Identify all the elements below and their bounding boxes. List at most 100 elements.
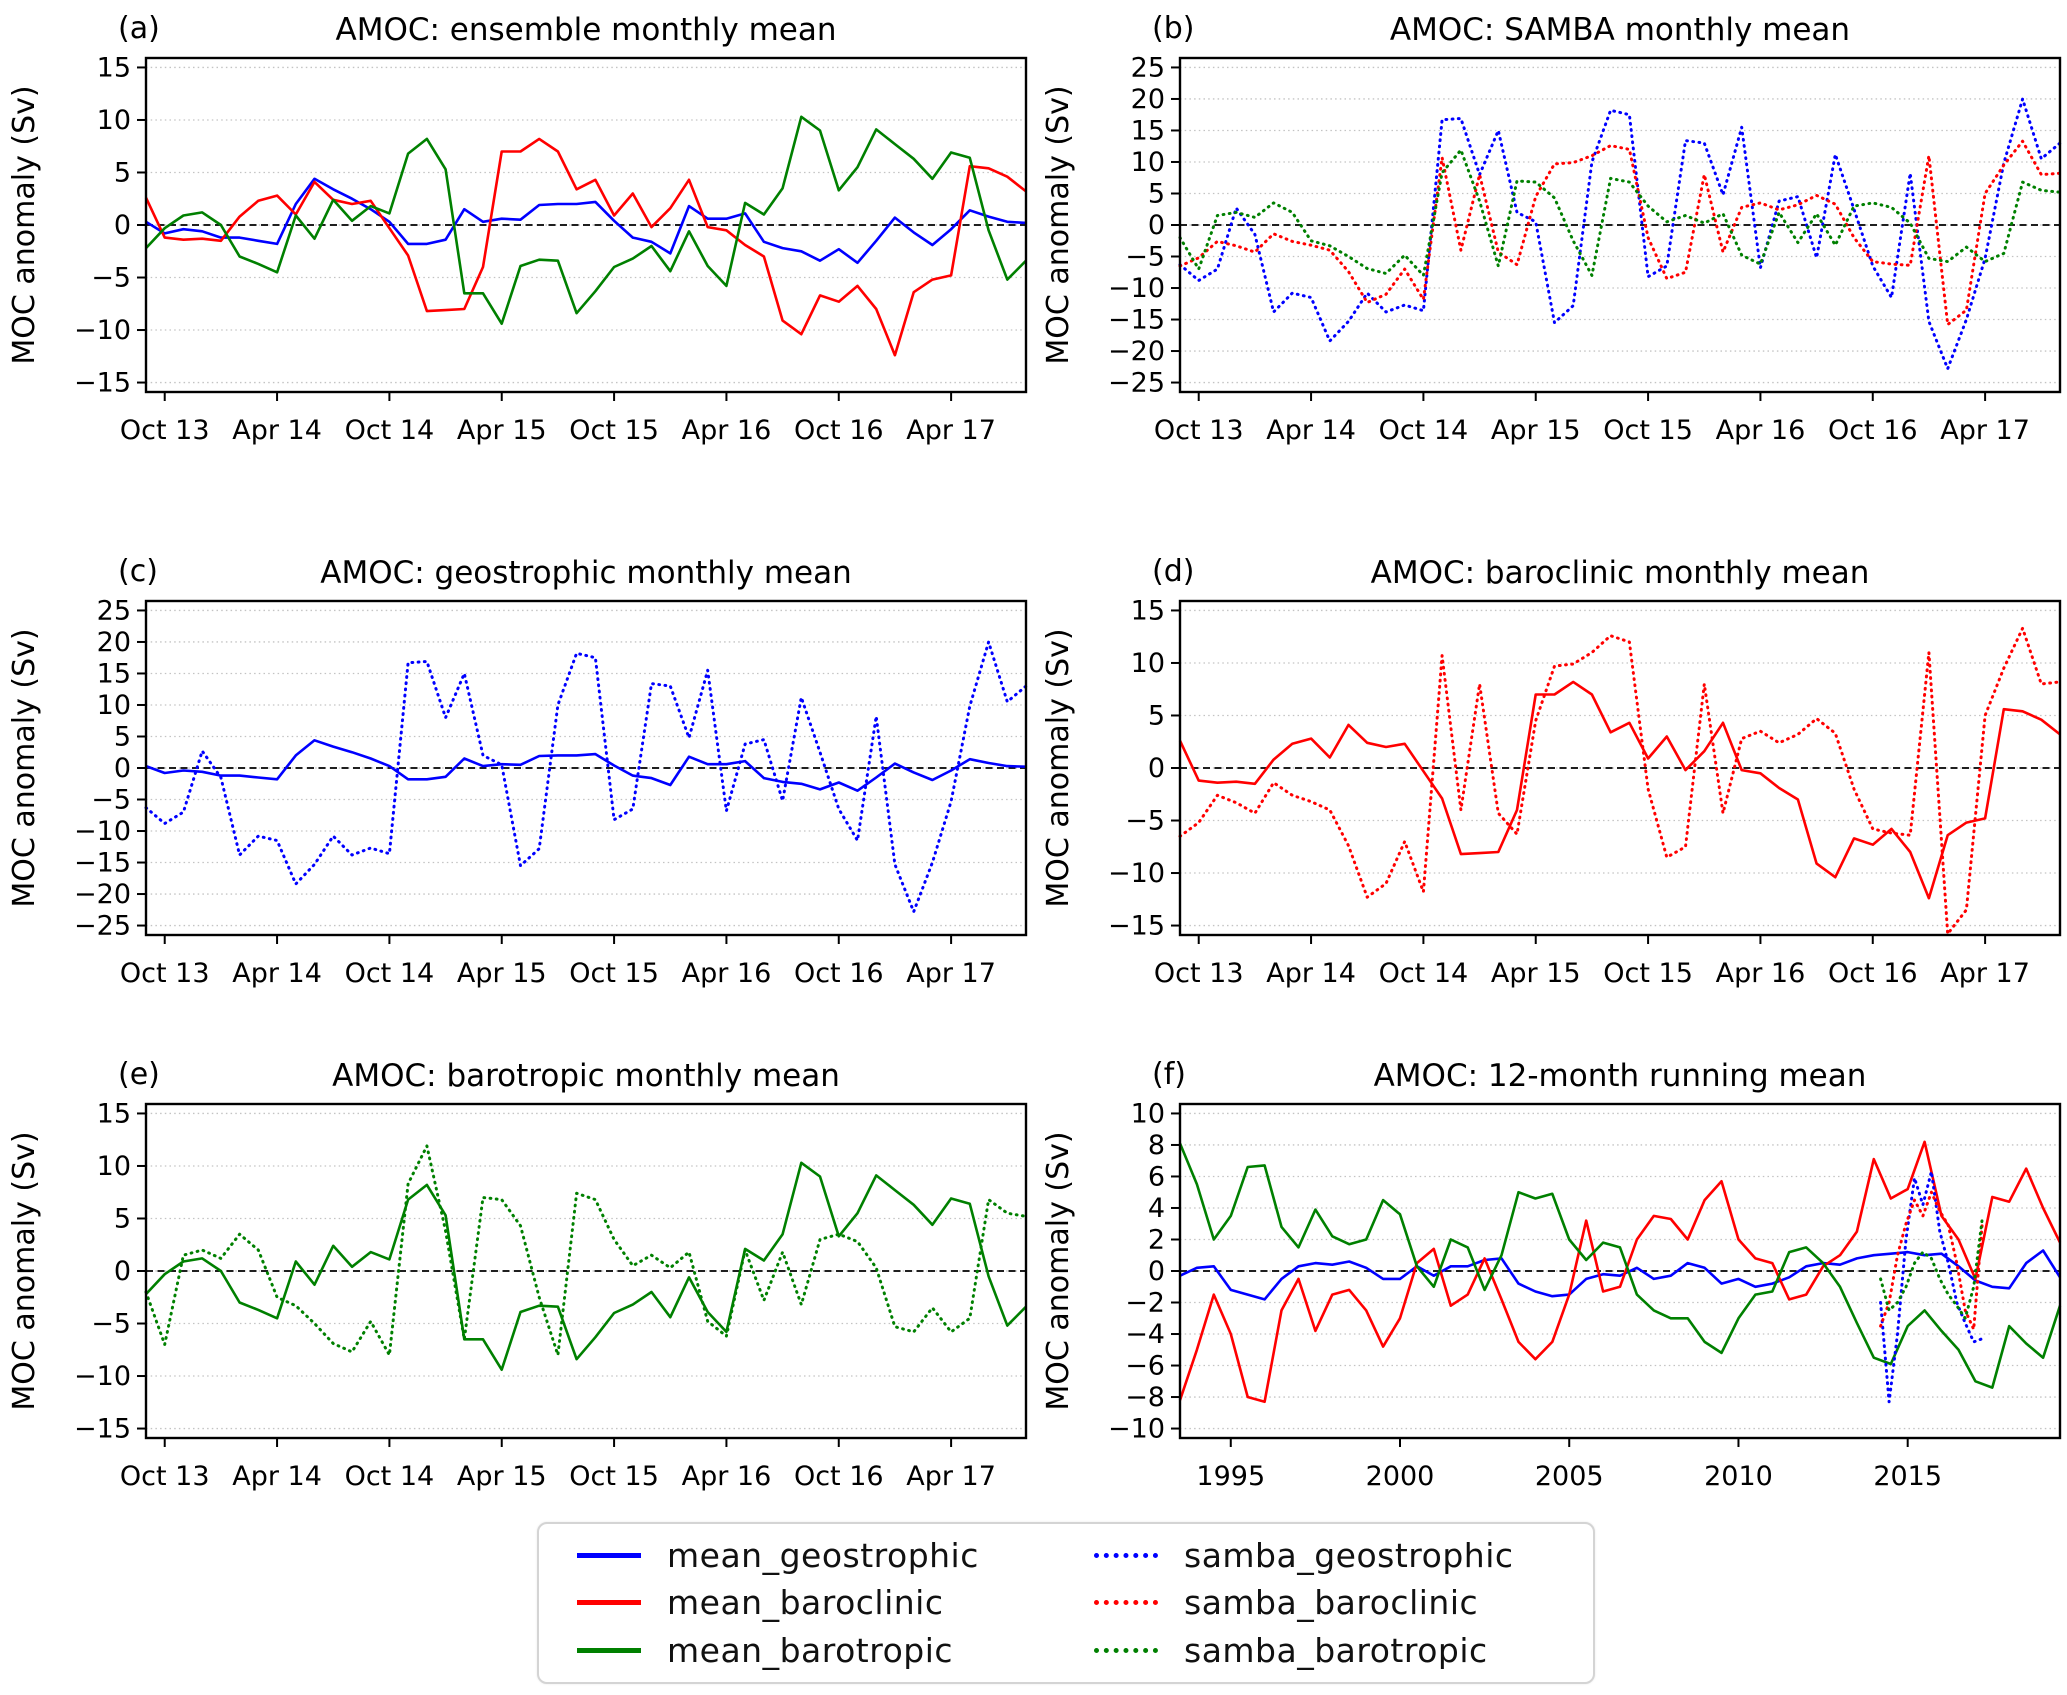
- svg-text:−15: −15: [1108, 911, 1165, 942]
- svg-text:Apr 17: Apr 17: [906, 415, 996, 446]
- svg-text:2005: 2005: [1535, 1461, 1604, 1492]
- svg-text:−10: −10: [1108, 273, 1165, 304]
- svg-text:−5: −5: [91, 1309, 131, 1340]
- svg-text:Oct 13: Oct 13: [120, 1461, 210, 1492]
- dotted-line-sample-icon: [1094, 1553, 1158, 1559]
- legend-label: mean_barotropic: [667, 1630, 954, 1670]
- svg-text:Apr 16: Apr 16: [682, 958, 772, 989]
- svg-text:Apr 17: Apr 17: [1940, 958, 2030, 989]
- svg-text:5: 5: [1148, 700, 1165, 731]
- svg-text:Oct 15: Oct 15: [569, 1461, 659, 1492]
- svg-text:−10: −10: [1108, 1414, 1165, 1445]
- svg-text:Apr 17: Apr 17: [1940, 415, 2030, 446]
- svg-text:−20: −20: [74, 879, 131, 910]
- samba_geostrophic-line: [144, 640, 1028, 914]
- svg-text:Oct 16: Oct 16: [794, 415, 884, 446]
- chart-a-svg: −15 −10 −5 0 5 10 15 Oct 13 Apr 14 Oct 14 Apr 15 Oc…: [7, 11, 1028, 446]
- svg-text:−5: −5: [91, 263, 131, 294]
- svg-text:Apr 14: Apr 14: [1266, 415, 1356, 446]
- legend-item-mean-geostrophic: mean_geostrophic: [549, 1532, 1066, 1579]
- svg-text:20: 20: [1131, 84, 1165, 115]
- svg-text:Oct 14: Oct 14: [345, 415, 435, 446]
- svg-text:Oct 15: Oct 15: [1603, 415, 1693, 446]
- svg-text:4: 4: [1148, 1193, 1165, 1224]
- svg-text:Oct 16: Oct 16: [1828, 415, 1918, 446]
- svg-text:−25: −25: [1108, 368, 1165, 399]
- samba_geostrophic-line: [1879, 1170, 1984, 1404]
- panel-a-ensemble-monthly-mean-chart: −15 −10 −5 0 5 10 15 Oct 13 Apr 14 Oct 14 Apr 15 Oc…: [0, 2, 1033, 472]
- svg-text:Apr 15: Apr 15: [457, 415, 547, 446]
- svg-text:1995: 1995: [1196, 1461, 1265, 1492]
- mean_geostrophic-line: [145, 177, 1027, 265]
- y-axis-label: MOC anomaly (Sv): [1041, 1131, 1076, 1410]
- svg-text:−10: −10: [74, 315, 131, 346]
- svg-text:−10: −10: [74, 1361, 131, 1392]
- svg-text:−15: −15: [74, 368, 131, 399]
- svg-text:Apr 15: Apr 15: [1491, 958, 1581, 989]
- svg-text:15: 15: [97, 658, 131, 689]
- svg-text:5: 5: [1148, 178, 1165, 209]
- dotted-line-sample-icon: [1094, 1647, 1158, 1653]
- svg-text:−8: −8: [1125, 1382, 1165, 1413]
- panel-letter: (c): [118, 554, 158, 589]
- svg-text:15: 15: [1131, 595, 1165, 626]
- samba_baroclinic-line: [1879, 1190, 1984, 1331]
- svg-text:2010: 2010: [1704, 1461, 1773, 1492]
- legend-item-samba-geostrophic: samba_geostrophic: [1066, 1532, 1583, 1579]
- svg-text:Apr 15: Apr 15: [457, 958, 547, 989]
- svg-text:Apr 14: Apr 14: [232, 958, 322, 989]
- mean_baroclinic-line: [1178, 680, 2061, 900]
- svg-text:10: 10: [97, 690, 131, 721]
- legend-item-samba-baroclinic: samba_baroclinic: [1066, 1579, 1583, 1626]
- svg-text:10: 10: [1131, 648, 1165, 679]
- svg-text:Oct 14: Oct 14: [345, 958, 435, 989]
- svg-text:Apr 16: Apr 16: [1716, 415, 1806, 446]
- svg-text:−5: −5: [91, 785, 131, 816]
- y-axis-label: MOC anomaly (Sv): [7, 85, 42, 364]
- svg-text:5: 5: [114, 1203, 131, 1234]
- y-axis-label: MOC anomaly (Sv): [1041, 628, 1076, 907]
- samba_barotropic-line: [1879, 1217, 1984, 1320]
- legend-label: samba_barotropic: [1184, 1630, 1488, 1670]
- panel-b-samba-monthly-mean-chart: −25 −20 −15 −10 −5 0 5 10 15 20 25 Oct 13 Apr 14 Oct …: [1034, 2, 2067, 472]
- solid-line-sample-icon: [577, 1647, 641, 1653]
- svg-text:Apr 15: Apr 15: [1491, 415, 1581, 446]
- panel-letter: (d): [1152, 554, 1194, 589]
- svg-text:Apr 14: Apr 14: [232, 415, 322, 446]
- svg-text:25: 25: [1131, 52, 1165, 83]
- svg-text:10: 10: [97, 105, 131, 136]
- solid-line-sample-icon: [577, 1553, 641, 1559]
- svg-text:−5: −5: [1125, 806, 1165, 837]
- samba_geostrophic-line: [1178, 97, 2062, 371]
- svg-text:−10: −10: [74, 816, 131, 847]
- svg-text:Apr 14: Apr 14: [232, 1461, 322, 1492]
- panel-title: AMOC: ensemble monthly mean: [336, 12, 837, 48]
- svg-text:8: 8: [1148, 1130, 1165, 1161]
- legend-item-mean-baroclinic: mean_baroclinic: [549, 1579, 1066, 1626]
- samba_baroclinic-line: [1178, 139, 2062, 327]
- svg-text:Apr 14: Apr 14: [1266, 958, 1356, 989]
- svg-text:2015: 2015: [1873, 1461, 1942, 1492]
- y-axis-label: MOC anomaly (Sv): [7, 1131, 42, 1410]
- mean_geostrophic-line: [1179, 1249, 2062, 1301]
- svg-text:Oct 14: Oct 14: [1379, 958, 1469, 989]
- svg-text:20: 20: [97, 627, 131, 658]
- svg-text:Oct 16: Oct 16: [1828, 958, 1918, 989]
- svg-text:−15: −15: [74, 1414, 131, 1445]
- svg-text:Apr 17: Apr 17: [906, 958, 996, 989]
- svg-text:−25: −25: [74, 911, 131, 942]
- svg-text:Oct 16: Oct 16: [794, 1461, 884, 1492]
- svg-text:15: 15: [97, 52, 131, 83]
- svg-text:Oct 13: Oct 13: [120, 415, 210, 446]
- chart-e-svg: −15 −10 −5 0 5 10 15 Oct 13 Apr 14 Oct 14 Apr 15 Oc…: [7, 1057, 1028, 1492]
- panel-c-geostrophic-monthly-mean-chart: −25 −20 −15 −10 −5 0 5 10 15 20 25 Oct 13 Apr 14 Oct …: [0, 545, 1033, 1015]
- svg-text:−20: −20: [1108, 336, 1165, 367]
- svg-text:−4: −4: [1125, 1319, 1165, 1350]
- panel-letter: (e): [118, 1057, 160, 1092]
- svg-text:25: 25: [97, 595, 131, 626]
- figure-legend: mean_geostrophic mean_baroclinic mean_ba…: [537, 1522, 1595, 1684]
- svg-text:10: 10: [1131, 1098, 1165, 1129]
- panel-title: AMOC: geostrophic monthly mean: [320, 555, 852, 591]
